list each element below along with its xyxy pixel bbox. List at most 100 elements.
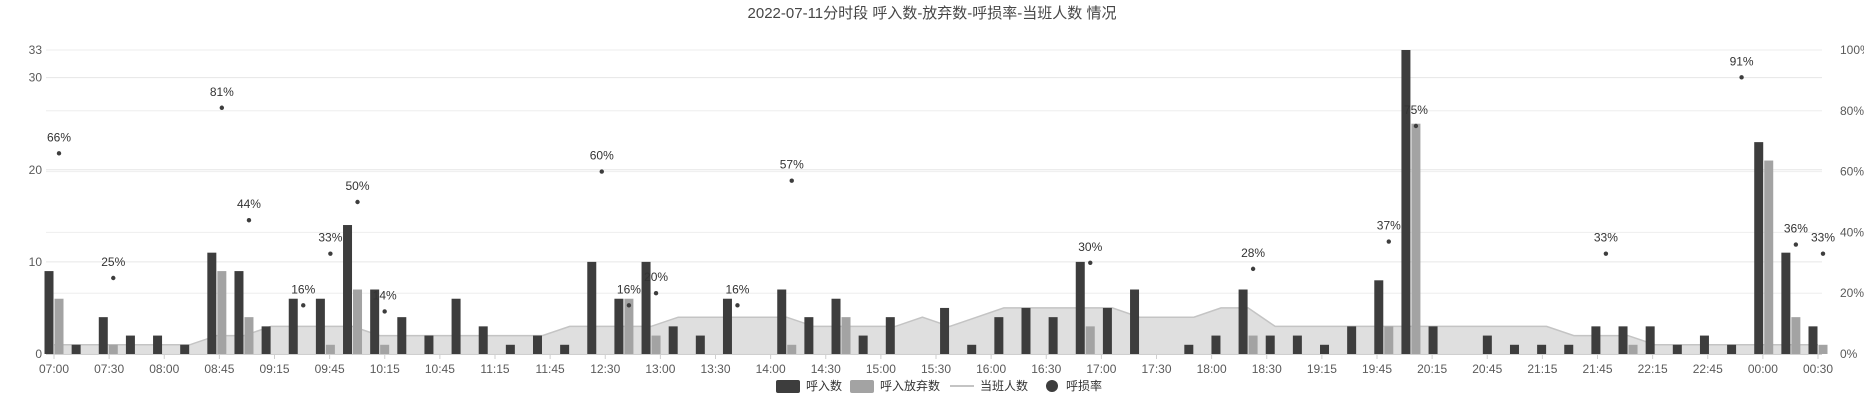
bar-inbound — [1021, 307, 1031, 354]
bar-inbound — [1401, 50, 1411, 354]
bar-inbound — [1699, 335, 1709, 354]
bar-inbound — [207, 252, 217, 354]
x-tick-label: 22:45 — [1693, 362, 1723, 376]
rate-point — [1603, 251, 1609, 256]
bar-inbound — [125, 335, 135, 354]
bar-inbound — [153, 335, 163, 354]
rate-data-label: 16% — [291, 282, 315, 296]
rate-point — [1413, 123, 1419, 129]
bar-abandoned — [651, 335, 661, 354]
rate-data-label: 30% — [1078, 240, 1102, 254]
bar-inbound — [315, 298, 325, 354]
bar-inbound — [1265, 335, 1275, 354]
rate-point — [1088, 260, 1093, 265]
bar-inbound — [614, 298, 624, 354]
rate-point — [1250, 266, 1256, 272]
bar-inbound — [1347, 326, 1357, 354]
legend-label: 呼损率 — [1066, 378, 1102, 393]
left-axis: 0 10 20 30 33 — [29, 43, 43, 361]
rate-data-label: 20% — [644, 270, 668, 284]
bar-inbound — [1048, 317, 1058, 354]
rate-data-label: 66% — [47, 130, 71, 144]
bar-inbound — [967, 344, 977, 354]
rate-point — [1820, 251, 1826, 256]
bar-inbound — [1645, 326, 1655, 354]
x-tick-label: 09:45 — [315, 362, 345, 376]
rate-point — [219, 105, 225, 110]
x-tick-label: 10:45 — [425, 362, 455, 376]
x-tick-label: 13:00 — [645, 362, 675, 376]
bar-abandoned — [1764, 160, 1774, 354]
x-tick-label: 00:00 — [1748, 362, 1778, 376]
x-tick-label: 19:15 — [1307, 362, 1337, 376]
bar-abandoned — [244, 317, 254, 354]
bar-inbound — [478, 326, 488, 354]
bar-inbound — [505, 344, 515, 354]
legend[interactable]: 呼入数 呼入放弃数 当班人数 呼损率 — [776, 378, 1102, 393]
rate-data-label: 37% — [1377, 219, 1401, 233]
bar-inbound — [180, 344, 190, 354]
rate-data-label: 57% — [780, 158, 804, 172]
bar-inbound — [71, 344, 81, 354]
rate-data-label: 16% — [725, 282, 749, 296]
bar-inbound — [1320, 344, 1330, 354]
rate-point — [1793, 242, 1799, 247]
bar-inbound — [560, 344, 570, 354]
rate-point — [355, 199, 360, 205]
bar-inbound — [261, 326, 271, 354]
bar-inbound — [1591, 326, 1601, 354]
rate-data-label: 75% — [1404, 103, 1428, 117]
bar-abandoned — [353, 289, 363, 354]
bar-inbound — [1130, 289, 1140, 354]
rate-data-label: 33% — [1594, 231, 1618, 245]
rate-data-label: 91% — [1730, 54, 1754, 68]
rate-point — [328, 251, 333, 256]
y-left-tick-label: 33 — [29, 43, 43, 57]
x-tick-label: 20:45 — [1472, 362, 1502, 376]
x-tick-label: 14:30 — [811, 362, 841, 376]
bar-inbound — [343, 225, 353, 354]
y-right-tick-label: 100% — [1840, 43, 1864, 57]
bar-inbound — [804, 317, 814, 354]
bar-inbound — [885, 317, 895, 354]
bar-abandoned — [787, 344, 797, 354]
bar-inbound — [1238, 289, 1248, 354]
bar-abandoned — [54, 298, 64, 354]
x-tick-label: 17:30 — [1141, 362, 1171, 376]
rate-point — [735, 303, 740, 308]
bar-inbound — [532, 335, 542, 354]
y-left-tick-label: 0 — [35, 347, 42, 361]
bar-inbound — [1482, 335, 1492, 354]
x-tick-label: 21:45 — [1582, 362, 1612, 376]
x-tick-label: 15:00 — [866, 362, 896, 376]
bar-inbound — [1808, 326, 1818, 354]
bar-inbound — [1075, 261, 1085, 354]
bar-abandoned — [325, 344, 335, 354]
rate-data-label: 44% — [237, 197, 261, 211]
x-tick-label: 10:15 — [370, 362, 400, 376]
bar-inbound — [451, 298, 461, 354]
rate-data-label: 50% — [346, 179, 370, 193]
bars — [44, 50, 1828, 355]
rate-points: 66%25%81%44%16%33%50%14% 16%60%20%16%57%3… — [47, 54, 1835, 314]
bar-inbound — [831, 298, 841, 354]
rate-point — [1386, 239, 1391, 244]
rate-point — [111, 275, 116, 281]
bar-inbound — [1537, 344, 1547, 354]
right-axis: 0% 20% 40% 60% 80% 100% — [1840, 43, 1864, 361]
bar-inbound — [1184, 344, 1194, 354]
y-right-tick-label: 40% — [1840, 225, 1864, 239]
bar-abandoned — [1248, 335, 1258, 354]
x-tick-label: 11:15 — [480, 362, 509, 376]
bar-inbound — [44, 271, 54, 354]
bar-inbound — [1211, 335, 1221, 354]
x-tick-label: 22:15 — [1638, 362, 1668, 376]
bar-inbound — [1428, 326, 1438, 354]
bar-inbound — [994, 317, 1004, 354]
rate-data-label: 33% — [1811, 231, 1835, 245]
rate-data-label: 81% — [210, 85, 234, 99]
bar-abandoned — [217, 271, 227, 354]
bar-inbound — [777, 289, 787, 354]
bar-abandoned — [108, 344, 118, 354]
